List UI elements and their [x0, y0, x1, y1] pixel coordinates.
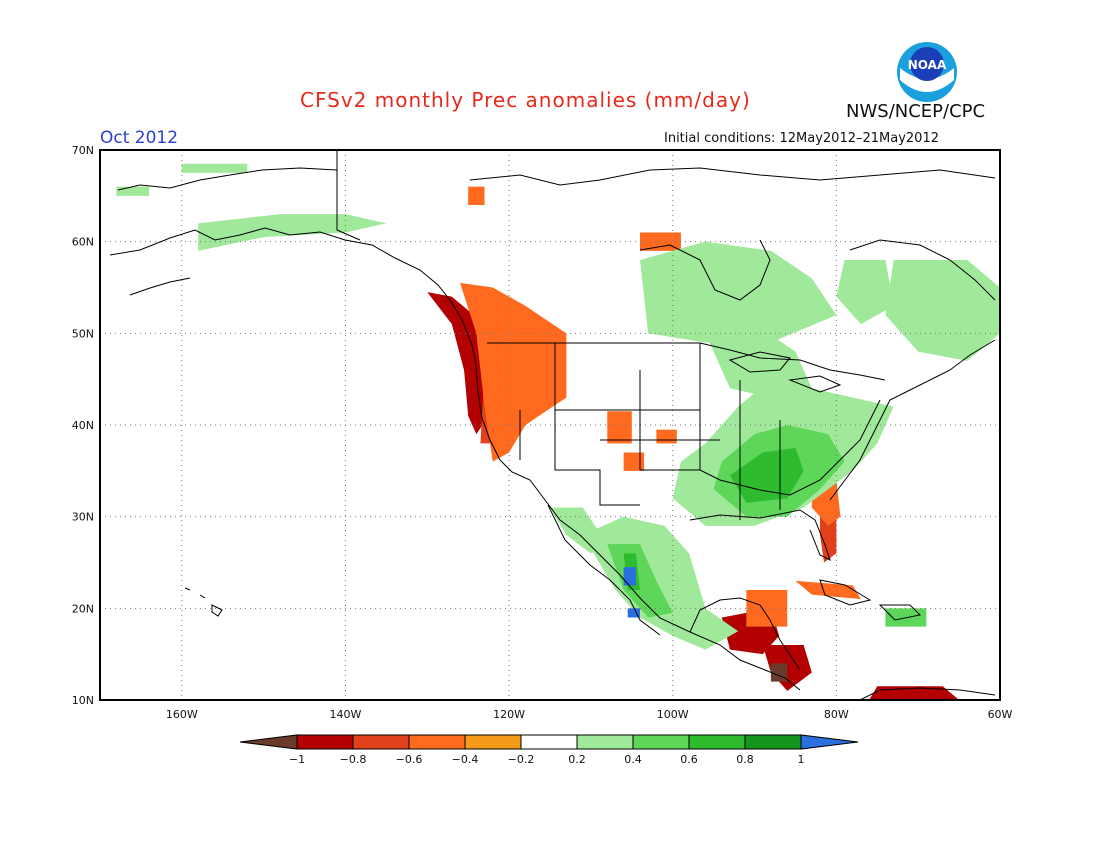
organization-label: NWS/NCEP/CPC — [846, 101, 986, 122]
anomaly-region — [656, 429, 677, 444]
anomaly-region — [623, 452, 645, 471]
anomaly-region — [746, 590, 788, 627]
longitude-label: 160W — [166, 708, 198, 721]
anomaly-region — [181, 163, 248, 173]
longitude-label: 140W — [330, 708, 362, 721]
latitude-label: 20N — [72, 602, 94, 615]
anomaly-region — [627, 608, 640, 618]
latitude-label: 10N — [72, 694, 94, 707]
plot-frame — [99, 149, 1001, 701]
latitude-label: 50N — [72, 327, 94, 340]
anomaly-region — [460, 282, 567, 462]
anomaly-region — [116, 186, 150, 196]
colorbar-swatch — [296, 734, 354, 750]
anomaly-region — [730, 447, 804, 503]
colorbar-label: −0.8 — [340, 753, 367, 766]
colorbar-label: −1 — [289, 753, 305, 766]
colorbar-swatch — [576, 734, 634, 750]
noaa-logo: NOAA — [897, 42, 957, 102]
colorbar-label: 0.2 — [568, 753, 586, 766]
latitude-label: 60N — [72, 236, 94, 249]
anomaly-region — [607, 411, 632, 444]
forecast-month: Oct 2012 — [100, 128, 179, 148]
latitude-label: 40N — [72, 419, 94, 432]
colorbar-swatch — [688, 734, 746, 750]
svg-text:NOAA: NOAA — [908, 58, 947, 72]
latitude-label: 70N — [72, 144, 94, 157]
colorbar-label: 0.4 — [624, 753, 642, 766]
anomaly-region — [550, 507, 608, 554]
longitude-label: 80W — [824, 708, 849, 721]
latitude-label: 30N — [72, 511, 94, 524]
anomaly-region — [623, 567, 636, 586]
colorbar: −1 −0.8 −0.6 −0.4 −0.2 0.2 0.4 0.6 0.8 1 — [239, 734, 859, 766]
colorbar-arrow-high — [800, 734, 859, 750]
anomaly-region — [885, 260, 1000, 361]
anomaly-region — [427, 292, 489, 435]
colorbar-label: 1 — [798, 753, 805, 766]
colorbar-swatch — [464, 734, 522, 750]
map-title: CFSv2 monthly Prec anomalies (mm/day) — [300, 88, 751, 112]
longitude-label: 120W — [493, 708, 525, 721]
colorbar-label: −0.2 — [508, 753, 535, 766]
longitude-label: 60W — [988, 708, 1013, 721]
colorbar-swatch — [744, 734, 802, 750]
anomaly-region — [198, 214, 387, 251]
longitude-label: 100W — [657, 708, 689, 721]
colorbar-label: −0.6 — [396, 753, 423, 766]
anomaly-region — [468, 186, 485, 205]
colorbar-swatch — [520, 734, 578, 750]
anomaly-region — [836, 260, 894, 325]
anomaly-region — [770, 663, 788, 682]
colorbar-label: 0.8 — [736, 753, 754, 766]
coastlines-and-borders — [109, 150, 996, 700]
anomaly-region — [582, 516, 739, 650]
colorbar-swatch — [408, 734, 466, 750]
anomaly-region — [607, 544, 673, 618]
colorbar-label: 0.6 — [680, 753, 698, 766]
colorbar-arrow-low — [239, 734, 298, 750]
anomaly-region — [640, 241, 837, 343]
colorbar-label: −0.4 — [452, 753, 479, 766]
initial-conditions: Initial conditions: 12May2012–21May2012 — [664, 131, 939, 146]
anomaly-regions — [116, 163, 1000, 700]
colorbar-swatch — [632, 734, 690, 750]
colorbar-swatch — [352, 734, 410, 750]
axis-labels: 10N 20N 30N 40N 50N 60N 70N 160W 140W 120W 100W 80W… — [72, 144, 1013, 721]
lat-lon-grid — [100, 150, 1000, 700]
